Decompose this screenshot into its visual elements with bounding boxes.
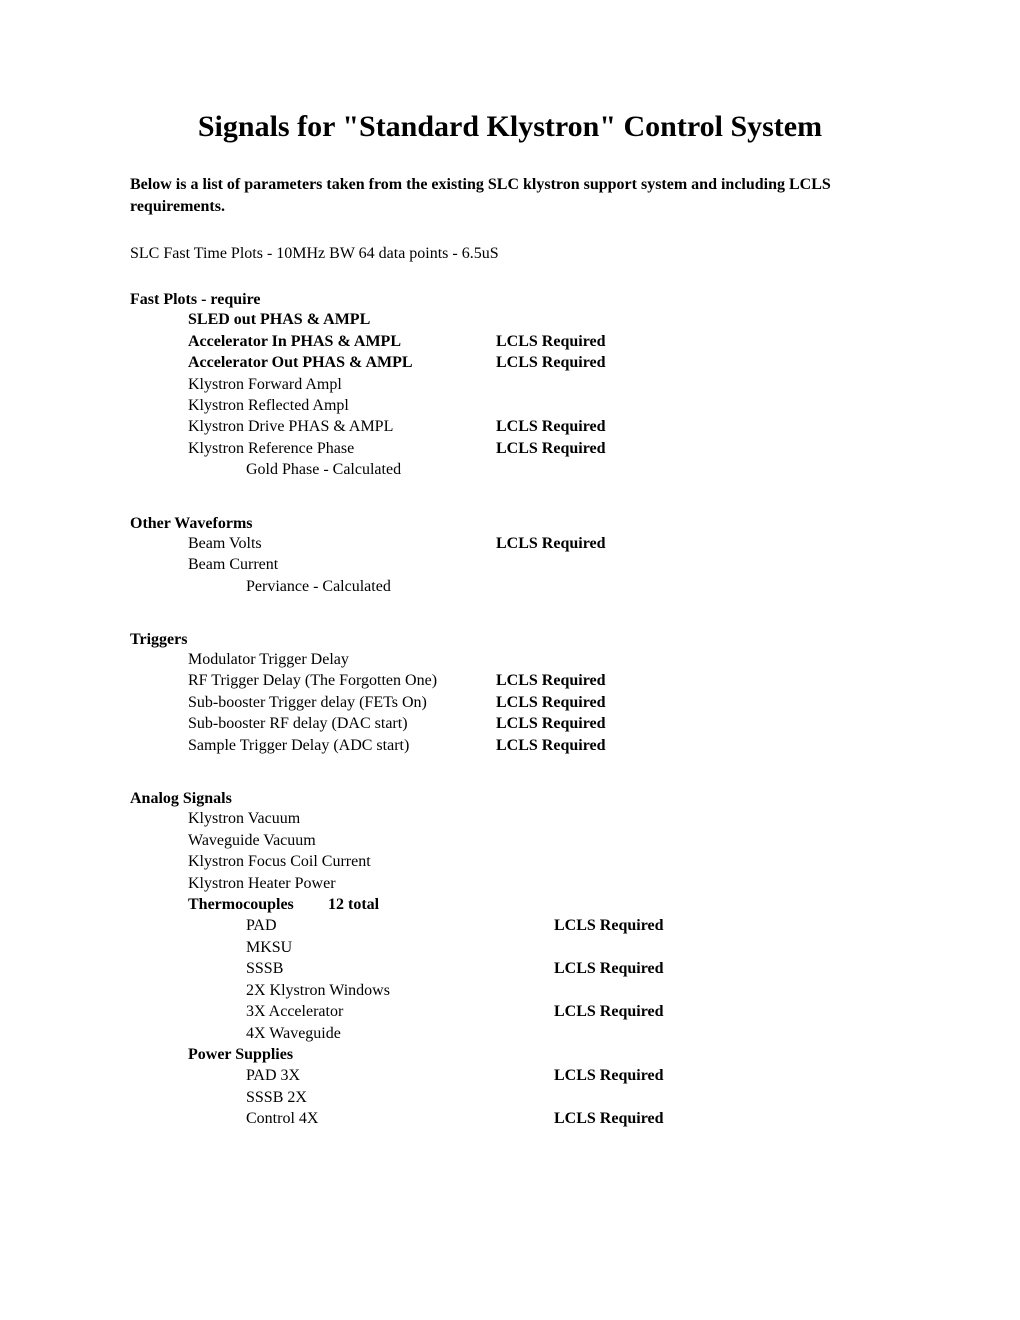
- list-item: Control 4XLCLS Required: [130, 1108, 890, 1129]
- list-item: Sub-booster RF delay (DAC start)LCLS Req…: [130, 713, 890, 734]
- list-item: 2X Klystron Windows: [130, 980, 890, 1001]
- item-label: SSSB 2X: [130, 1087, 554, 1108]
- list-item: SLED out PHAS & AMPL: [130, 309, 890, 330]
- item-label: Klystron Drive PHAS & AMPL: [130, 416, 496, 437]
- item-label: Klystron Heater Power: [130, 873, 496, 894]
- power-supplies-head: Power Supplies: [130, 1044, 890, 1065]
- item-label: Sample Trigger Delay (ADC start): [130, 735, 496, 756]
- item-label: Klystron Vacuum: [130, 808, 496, 829]
- lcls-required: LCLS Required: [554, 1065, 664, 1086]
- list-item: Accelerator In PHAS & AMPLLCLS Required: [130, 331, 890, 352]
- item-label: Klystron Reference Phase: [130, 438, 496, 459]
- item-label: Beam Volts: [130, 533, 496, 554]
- list-item: 4X Waveguide: [130, 1023, 890, 1044]
- item-label: Sub-booster RF delay (DAC start): [130, 713, 496, 734]
- list-item: SSSB 2X: [130, 1087, 890, 1108]
- item-label: Modulator Trigger Delay: [130, 649, 496, 670]
- item-label: Gold Phase - Calculated: [130, 459, 554, 480]
- item-label: Accelerator Out PHAS & AMPL: [130, 352, 496, 373]
- lcls-required: LCLS Required: [496, 713, 606, 734]
- lcls-required: LCLS Required: [496, 416, 606, 437]
- item-label: MKSU: [130, 937, 554, 958]
- item-label: Beam Current: [130, 554, 496, 575]
- list-item: Sub-booster Trigger delay (FETs On)LCLS …: [130, 692, 890, 713]
- page-container: Signals for "Standard Klystron" Control …: [0, 0, 1020, 1190]
- ps-list: PAD 3XLCLS RequiredSSSB 2XControl 4XLCLS…: [130, 1065, 890, 1129]
- lcls-required: LCLS Required: [554, 915, 664, 936]
- list-item: RF Trigger Delay (The Forgotten One)LCLS…: [130, 670, 890, 691]
- other-waveforms-list: Beam VoltsLCLS RequiredBeam CurrentPervi…: [130, 533, 890, 597]
- thermocouples-label: Thermocouples: [188, 894, 328, 915]
- item-label: 4X Waveguide: [130, 1023, 554, 1044]
- item-label: 2X Klystron Windows: [130, 980, 554, 1001]
- intro-text: Below is a list of parameters taken from…: [130, 174, 890, 217]
- list-item: SSSBLCLS Required: [130, 958, 890, 979]
- lcls-required: LCLS Required: [496, 352, 606, 373]
- list-item: Klystron Reflected Ampl: [130, 395, 890, 416]
- lcls-required: LCLS Required: [496, 331, 606, 352]
- list-item: Klystron Vacuum: [130, 808, 890, 829]
- page-title: Signals for "Standard Klystron" Control …: [130, 110, 890, 144]
- list-item: MKSU: [130, 937, 890, 958]
- thermo-list: PADLCLS RequiredMKSUSSSBLCLS Required2X …: [130, 915, 890, 1044]
- lcls-required: LCLS Required: [496, 692, 606, 713]
- triggers-list: Modulator Trigger DelayRF Trigger Delay …: [130, 649, 890, 756]
- list-item: PADLCLS Required: [130, 915, 890, 936]
- list-item: Waveguide Vacuum: [130, 830, 890, 851]
- list-item: Klystron Reference PhaseLCLS Required: [130, 438, 890, 459]
- thermocouples-head-row: Thermocouples 12 total: [130, 894, 890, 915]
- lcls-required: LCLS Required: [496, 438, 606, 459]
- list-item: Gold Phase - Calculated: [130, 459, 890, 480]
- item-label: PAD: [130, 915, 554, 936]
- list-item: Beam VoltsLCLS Required: [130, 533, 890, 554]
- item-label: Klystron Reflected Ampl: [130, 395, 496, 416]
- analog-top-list: Klystron VacuumWaveguide VacuumKlystron …: [130, 808, 890, 894]
- lcls-required: LCLS Required: [554, 1108, 664, 1129]
- list-item: Perviance - Calculated: [130, 576, 890, 597]
- list-item: Modulator Trigger Delay: [130, 649, 890, 670]
- item-label: Perviance - Calculated: [130, 576, 554, 597]
- item-label: Klystron Forward Ampl: [130, 374, 496, 395]
- item-label: Control 4X: [130, 1108, 554, 1129]
- lcls-required: LCLS Required: [496, 670, 606, 691]
- subnote-text: SLC Fast Time Plots - 10MHz BW 64 data p…: [130, 245, 890, 263]
- fast-plots-list: SLED out PHAS & AMPLAccelerator In PHAS …: [130, 309, 890, 481]
- lcls-required: LCLS Required: [554, 958, 664, 979]
- lcls-required: LCLS Required: [496, 735, 606, 756]
- list-item: Accelerator Out PHAS & AMPLLCLS Required: [130, 352, 890, 373]
- analog-head: Analog Signals: [130, 790, 890, 808]
- item-label: PAD 3X: [130, 1065, 554, 1086]
- item-label: Klystron Focus Coil Current: [130, 851, 496, 872]
- thermocouples-count: 12 total: [328, 894, 379, 915]
- list-item: Beam Current: [130, 554, 890, 575]
- list-item: Klystron Focus Coil Current: [130, 851, 890, 872]
- item-label: RF Trigger Delay (The Forgotten One): [130, 670, 496, 691]
- list-item: Klystron Drive PHAS & AMPLLCLS Required: [130, 416, 890, 437]
- item-label: Waveguide Vacuum: [130, 830, 496, 851]
- item-label: 3X Accelerator: [130, 1001, 554, 1022]
- item-label: Sub-booster Trigger delay (FETs On): [130, 692, 496, 713]
- list-item: Klystron Forward Ampl: [130, 374, 890, 395]
- item-label: SSSB: [130, 958, 554, 979]
- fast-plots-head: Fast Plots - require: [130, 291, 890, 309]
- triggers-head: Triggers: [130, 631, 890, 649]
- item-label: SLED out PHAS & AMPL: [130, 309, 496, 330]
- list-item: Klystron Heater Power: [130, 873, 890, 894]
- lcls-required: LCLS Required: [496, 533, 606, 554]
- item-label: Accelerator In PHAS & AMPL: [130, 331, 496, 352]
- list-item: 3X AcceleratorLCLS Required: [130, 1001, 890, 1022]
- list-item: PAD 3XLCLS Required: [130, 1065, 890, 1086]
- lcls-required: LCLS Required: [554, 1001, 664, 1022]
- other-waveforms-head: Other Waveforms: [130, 515, 890, 533]
- list-item: Sample Trigger Delay (ADC start)LCLS Req…: [130, 735, 890, 756]
